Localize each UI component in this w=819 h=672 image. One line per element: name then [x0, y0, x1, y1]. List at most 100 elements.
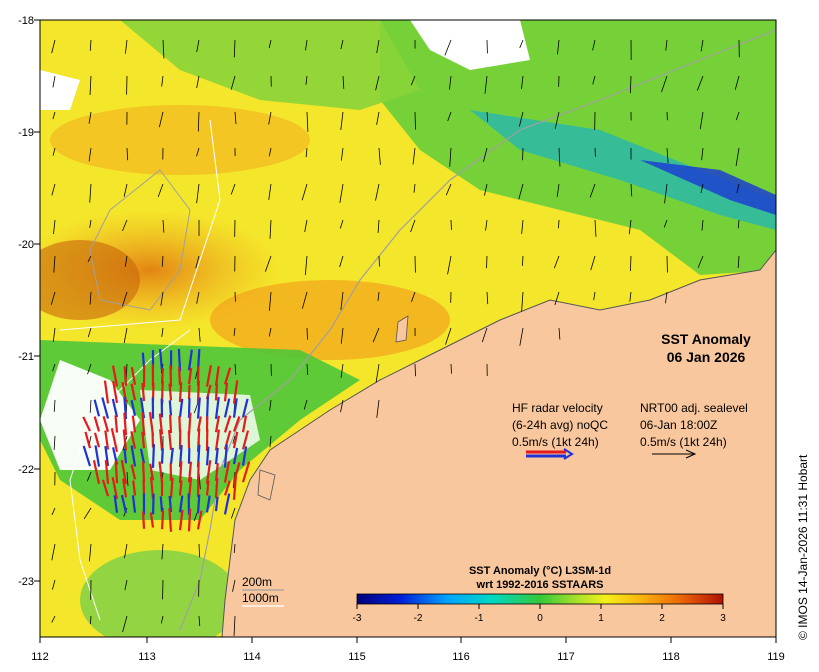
sealevel-vector	[376, 399, 380, 418]
colorbar-tick-label: 1	[598, 613, 604, 624]
hf-radar-vector	[223, 493, 231, 515]
imos-credit: © IMOS 14-Jan-2026 11:31 Hobart	[796, 454, 810, 640]
sealevel-vector	[87, 255, 92, 263]
map-frame	[39, 19, 777, 638]
colorbar-tick-label: 3	[720, 613, 726, 624]
sealevel-vector	[123, 327, 128, 343]
sealevel-vector	[301, 183, 308, 201]
lat-tick-label: -20	[18, 239, 34, 251]
hf-radar-vector	[141, 511, 146, 529]
hf-radar-vector	[168, 400, 173, 416]
lon-tick-label: 117	[557, 651, 575, 663]
sealevel-vector	[521, 219, 524, 234]
north-west-cape	[257, 469, 276, 501]
sealevel-vector	[592, 75, 596, 85]
lat-tick-label: -19	[18, 127, 34, 139]
sealevel-vector	[737, 255, 740, 268]
sealevel-vector	[124, 579, 128, 591]
sealevel-vector	[86, 471, 92, 482]
colorbar-tick-label: -3	[353, 613, 362, 624]
hf-radar-vector	[130, 445, 137, 467]
hf-radar-vector	[148, 411, 155, 437]
sealevel-vector	[53, 219, 56, 235]
sealevel-vector	[268, 147, 272, 157]
sealevel-vector	[340, 111, 344, 130]
sealevel-vector	[305, 147, 308, 158]
sealevel-vector	[198, 327, 201, 342]
island	[395, 315, 409, 343]
sealevel-vector	[664, 183, 668, 204]
hf-radar-vector	[120, 459, 128, 485]
sealevel-vector	[522, 255, 524, 266]
sealevel-vector	[484, 183, 488, 196]
sealevel-vector	[735, 147, 740, 167]
sealevel-vector	[737, 219, 740, 229]
sst-coldest-patch	[640, 160, 776, 215]
hf-radar-vector	[159, 496, 164, 512]
hf-radar-vector	[114, 415, 119, 433]
sealevel-vector	[486, 291, 489, 305]
hf-radar-vector	[149, 463, 155, 481]
hf-radar-vector	[130, 383, 137, 401]
sealevel-vector	[628, 219, 632, 235]
sealevel-vector	[269, 219, 272, 239]
sealevel-vector	[198, 543, 200, 558]
sealevel-vector	[377, 291, 380, 301]
sealevel-vector	[700, 39, 704, 52]
hf-radar-vector	[141, 431, 146, 449]
sealevel-vector	[126, 147, 129, 161]
colorbar: SST Anomaly (°C) L3SM-1d wrt 1992-2016 S…	[353, 565, 727, 624]
hf-radar-vector	[187, 384, 191, 400]
sealevel-vector	[51, 543, 56, 561]
sealevel-vector	[342, 75, 345, 89]
sealevel-vector	[52, 363, 56, 372]
sealevel-vector	[51, 507, 56, 515]
hf-radar-vector	[214, 397, 220, 419]
sealevel-vector	[444, 39, 452, 56]
sealevel-vector	[233, 543, 236, 553]
hf-radar-vector	[214, 447, 219, 465]
sealevel-vector	[124, 543, 128, 559]
hf-radar-vector	[111, 365, 119, 387]
hf-radar-vector	[178, 480, 183, 496]
sealevel-vector	[696, 75, 704, 91]
sealevel-vector	[375, 183, 380, 201]
sealevel-vector	[268, 183, 272, 200]
sealevel-vector	[589, 183, 596, 198]
sealevel-vector	[87, 363, 92, 375]
hf-radar-vector	[205, 495, 211, 513]
sealevel-vector	[375, 75, 380, 91]
sealevel-vector	[160, 615, 164, 624]
lat-tick-label: -18	[18, 15, 34, 27]
sealevel-vector	[339, 219, 344, 229]
sealevel-vector	[89, 183, 92, 203]
lon-tick-labels: 112 113 114 115 116 117 118 119	[31, 651, 785, 663]
australia-land	[221, 249, 776, 637]
hf-radar-vector	[187, 461, 193, 483]
hf-radar-vector	[232, 398, 238, 418]
sealevel-vector	[697, 255, 704, 268]
sealevel-vector	[629, 291, 632, 302]
sealevel-vector	[89, 39, 92, 51]
sealevel-vector	[558, 327, 561, 340]
lat-tick-labels: -18 -19 -20 -21 -22 -23	[18, 15, 34, 588]
sealevel-vector	[52, 327, 56, 342]
hf-radar-vector	[178, 382, 183, 402]
hf-radar-vector	[104, 430, 110, 450]
hf-radar-vector	[223, 444, 228, 468]
sealevel-vector	[736, 183, 740, 194]
sealevel-vector	[378, 147, 381, 165]
hf-radar-vector	[123, 412, 128, 436]
sealevel-vector	[556, 183, 560, 197]
sealevel-vector	[122, 291, 128, 307]
hf-radar-vector	[114, 460, 119, 484]
sealevel-vector	[340, 327, 344, 344]
sealevel-vector	[372, 327, 380, 343]
sealevel-vector	[268, 291, 272, 311]
hf-radar-vector	[94, 445, 101, 467]
sealevel-vector	[52, 75, 56, 88]
sealevel-vector	[700, 183, 704, 194]
sealevel-vector	[51, 183, 56, 196]
hf-radar-vector	[101, 397, 110, 419]
sealevel-vector	[51, 615, 56, 623]
